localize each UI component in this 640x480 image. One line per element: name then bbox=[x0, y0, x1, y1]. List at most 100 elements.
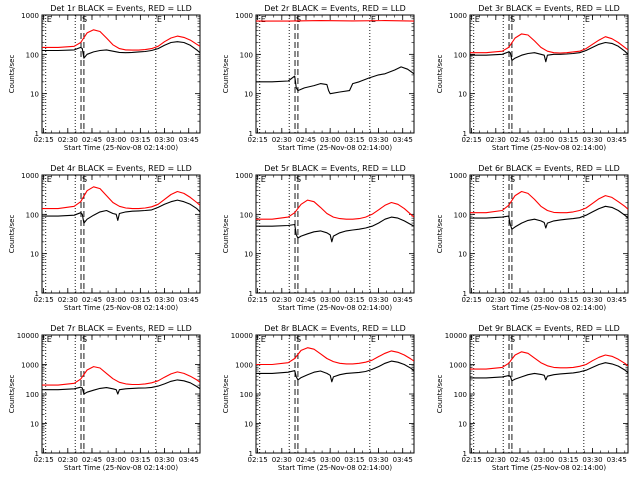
x-tick-label: 03:45 bbox=[179, 296, 199, 304]
y-tick-label: 100 bbox=[240, 51, 253, 59]
time-marker-label: E bbox=[157, 15, 162, 24]
series-line-lld bbox=[256, 199, 414, 220]
chart-panel-4: Det 4r BLACK = Events, RED = LLD 1 10 100 10… bbox=[8, 164, 201, 312]
plot-frame bbox=[255, 334, 415, 454]
series-line-events bbox=[256, 360, 414, 383]
x-tick-label: 02:45 bbox=[510, 296, 530, 304]
plot-frame bbox=[255, 174, 415, 294]
y-tick-label: 10 bbox=[244, 421, 253, 429]
x-tick-label: 03:30 bbox=[154, 296, 174, 304]
x-tick-label: 03:15 bbox=[130, 296, 150, 304]
chart-panel-2: Det 2r BLACK = Events, RED = LLD 1 10 100 10… bbox=[222, 4, 415, 152]
y-tick-label: 100 bbox=[26, 391, 39, 399]
x-tick-label: 02:30 bbox=[58, 296, 78, 304]
chart-panel-3: Det 3r BLACK = Events, RED = LLD 1 10 100 10… bbox=[436, 4, 629, 152]
x-axis-label: Start Time (25-Nov-08 02:14:00) bbox=[64, 464, 178, 472]
y-tick-label: 1 bbox=[249, 130, 253, 138]
series-line-lld bbox=[256, 20, 414, 22]
time-marker-label: S bbox=[296, 335, 301, 344]
time-marker-label: E bbox=[47, 335, 52, 344]
series-line-lld bbox=[470, 351, 628, 370]
x-tick-label: 03:30 bbox=[582, 136, 602, 144]
time-marker-label: S bbox=[82, 175, 87, 184]
y-tick-label: 10000 bbox=[231, 332, 253, 340]
x-tick-label: 03:00 bbox=[534, 136, 554, 144]
plot-frame bbox=[41, 174, 201, 294]
y-tick-label: 10 bbox=[30, 251, 39, 259]
x-tick-label: 03:45 bbox=[607, 456, 627, 464]
x-tick-label: 02:30 bbox=[58, 136, 78, 144]
x-tick-label: 02:15 bbox=[462, 296, 482, 304]
x-tick-label: 03:15 bbox=[130, 456, 150, 464]
y-tick-label: 10 bbox=[458, 91, 467, 99]
y-tick-label: 1000 bbox=[235, 362, 253, 370]
y-tick-label: 10 bbox=[30, 91, 39, 99]
y-tick-label: 1000 bbox=[21, 12, 39, 20]
y-tick-label: 1 bbox=[463, 130, 467, 138]
chart-title: Det 8r BLACK = Events, RED = LLD bbox=[264, 324, 406, 333]
x-axis-label: Start Time (25-Nov-08 02:14:00) bbox=[64, 144, 178, 152]
chart-panel-5: Det 5r BLACK = Events, RED = LLD 1 10 100 10… bbox=[222, 164, 415, 312]
x-tick-label: 03:30 bbox=[368, 456, 388, 464]
y-tick-label: 10 bbox=[458, 421, 467, 429]
series-line-lld bbox=[42, 29, 200, 51]
time-marker-label: S bbox=[510, 15, 515, 24]
y-tick-label: 10 bbox=[458, 251, 467, 259]
plot-frame bbox=[41, 334, 201, 454]
x-tick-label: 03:15 bbox=[344, 456, 364, 464]
x-tick-label: 03:00 bbox=[106, 456, 126, 464]
x-tick-label: 03:45 bbox=[179, 136, 199, 144]
y-tick-label: 1 bbox=[249, 290, 253, 298]
x-tick-label: 02:15 bbox=[34, 296, 54, 304]
y-tick-label: 1000 bbox=[449, 172, 467, 180]
x-tick-label: 03:00 bbox=[320, 136, 340, 144]
x-tick-label: 02:30 bbox=[486, 136, 506, 144]
time-marker-label: E bbox=[585, 335, 590, 344]
x-tick-label: 03:45 bbox=[393, 136, 413, 144]
series-line-lld bbox=[470, 190, 628, 214]
x-tick-label: 03:30 bbox=[582, 296, 602, 304]
time-marker-label: E bbox=[371, 335, 376, 344]
chart-title: Det 3r BLACK = Events, RED = LLD bbox=[478, 4, 620, 13]
y-tick-label: 1000 bbox=[21, 362, 39, 370]
x-tick-label: 02:15 bbox=[34, 136, 54, 144]
y-tick-label: 100 bbox=[240, 211, 253, 219]
x-tick-label: 03:00 bbox=[106, 136, 126, 144]
x-tick-label: 02:45 bbox=[510, 136, 530, 144]
x-tick-label: 02:15 bbox=[248, 296, 268, 304]
chart-title: Det 4r BLACK = Events, RED = LLD bbox=[50, 164, 192, 173]
x-axis-label: Start Time (25-Nov-08 02:14:00) bbox=[492, 144, 606, 152]
x-tick-label: 02:45 bbox=[82, 456, 102, 464]
y-tick-label: 10 bbox=[30, 421, 39, 429]
plot-frame bbox=[469, 334, 629, 454]
y-tick-label: 1 bbox=[35, 130, 39, 138]
chart-panel-9: Det 9r BLACK = Events, RED = LLD 1 10 100 10… bbox=[436, 324, 629, 472]
x-tick-label: 03:00 bbox=[320, 456, 340, 464]
y-tick-label: 100 bbox=[454, 391, 467, 399]
x-tick-label: 03:45 bbox=[179, 456, 199, 464]
series-line-events bbox=[470, 41, 628, 63]
time-marker-label: E bbox=[261, 15, 266, 24]
y-tick-label: 10000 bbox=[445, 332, 467, 340]
x-tick-label: 02:45 bbox=[82, 296, 102, 304]
x-tick-label: 02:45 bbox=[510, 456, 530, 464]
chart-panel-8: Det 8r BLACK = Events, RED = LLD 1 10 100 10… bbox=[222, 324, 415, 472]
x-tick-label: 03:15 bbox=[130, 136, 150, 144]
y-tick-label: 10000 bbox=[17, 332, 39, 340]
time-marker-label: E bbox=[475, 175, 480, 184]
x-tick-label: 03:45 bbox=[607, 136, 627, 144]
time-marker-label: E bbox=[157, 335, 162, 344]
y-tick-label: 1000 bbox=[449, 362, 467, 370]
time-marker-label: E bbox=[261, 175, 266, 184]
y-tick-label: 100 bbox=[454, 51, 467, 59]
y-tick-label: 1 bbox=[249, 450, 253, 458]
plot-frame bbox=[41, 14, 201, 134]
y-tick-label: 10 bbox=[244, 251, 253, 259]
time-marker-label: E bbox=[261, 335, 266, 344]
chart-title: Det 6r BLACK = Events, RED = LLD bbox=[478, 164, 620, 173]
time-marker-label: S bbox=[82, 335, 87, 344]
x-tick-label: 02:45 bbox=[296, 456, 316, 464]
x-tick-label: 02:45 bbox=[296, 296, 316, 304]
chart-title: Det 5r BLACK = Events, RED = LLD bbox=[264, 164, 406, 173]
